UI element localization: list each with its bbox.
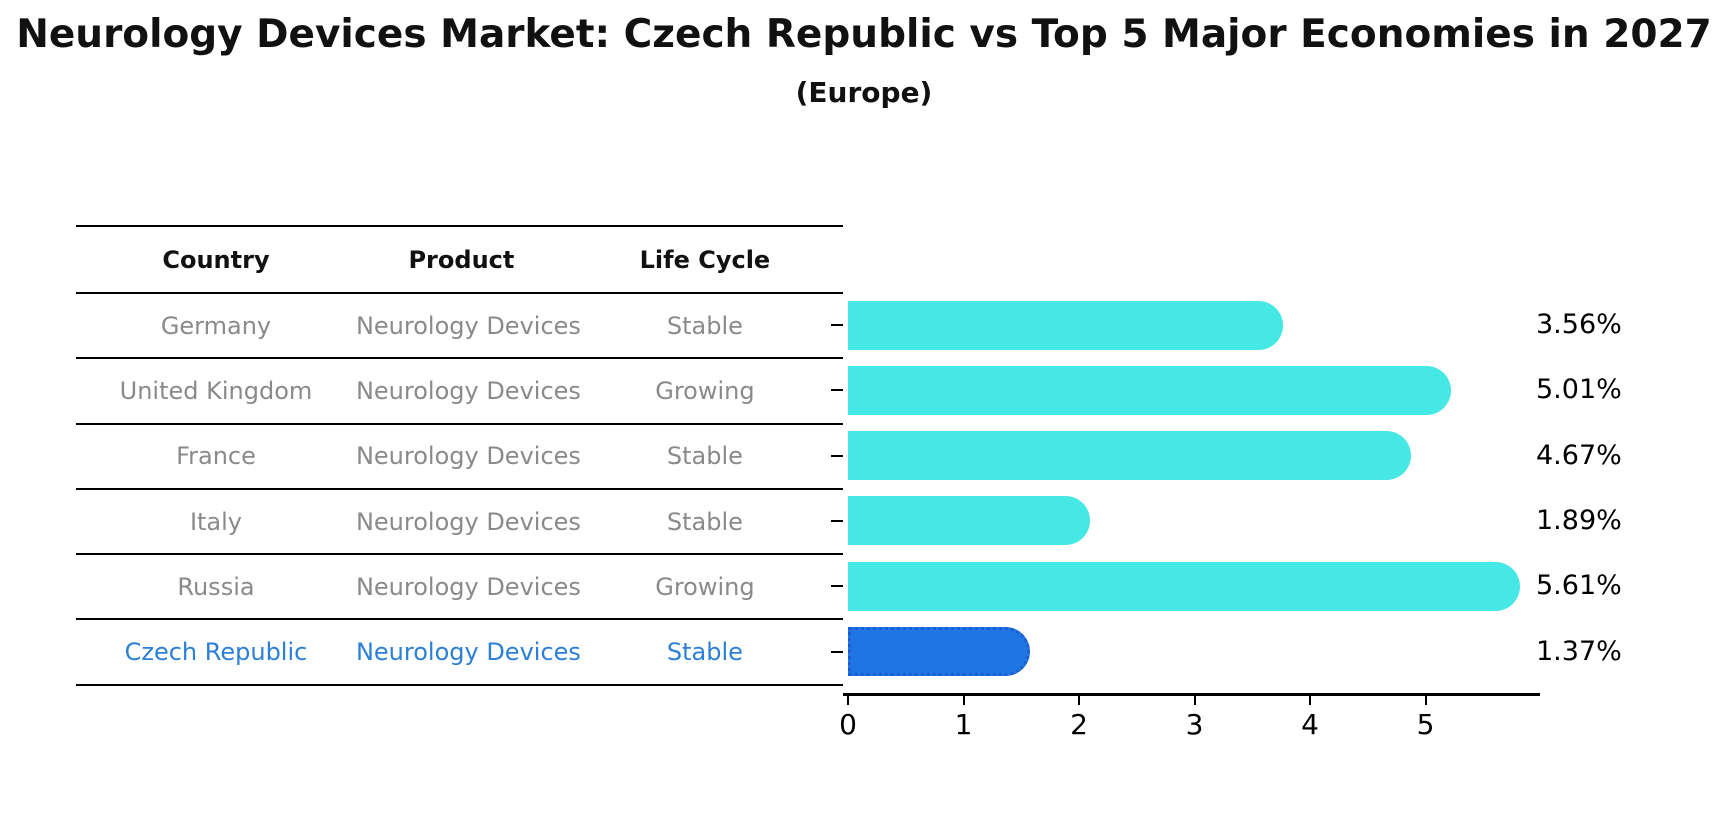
value-label-czech-republic: 1.37% xyxy=(1536,635,1622,667)
x-tick-mark xyxy=(847,695,849,705)
chart-title: Neurology Devices Market: Czech Republic… xyxy=(16,12,1712,57)
cell-life-cycle: Stable xyxy=(666,442,743,471)
header-product: Product xyxy=(408,245,515,274)
cell-country: Russia xyxy=(177,572,255,601)
cell-product: Neurology Devices xyxy=(355,311,581,340)
y-tick-mark xyxy=(831,585,843,588)
x-tick-label-3: 3 xyxy=(1185,708,1204,741)
value-label-russia: 5.61% xyxy=(1536,570,1622,602)
x-tick-mark xyxy=(1309,695,1311,705)
y-tick-mark xyxy=(831,389,843,392)
cell-life-cycle: Growing xyxy=(655,376,755,405)
header-life-cycle: Life Cycle xyxy=(639,245,771,274)
x-tick-mark xyxy=(962,695,965,705)
x-tick-label-5: 5 xyxy=(1416,708,1435,741)
table-row-czech-republic: Czech Republic Neurology Devices Stable xyxy=(76,620,843,686)
y-tick-mark xyxy=(831,324,843,326)
cell-product: Neurology Devices xyxy=(355,507,581,536)
cell-product: Neurology Devices xyxy=(355,572,581,601)
cell-country: Italy xyxy=(189,507,243,536)
x-tick-mark xyxy=(1193,695,1196,705)
y-tick-mark xyxy=(831,454,843,457)
cell-life-cycle: Stable xyxy=(666,311,743,340)
value-label-united-kingdom: 5.01% xyxy=(1536,374,1622,406)
table-row-germany: Germany Neurology Devices Stable xyxy=(76,294,843,360)
cell-product: Neurology Devices xyxy=(355,638,581,667)
table-header-row: Country Product Life Cycle xyxy=(76,227,843,294)
data-table: Country Product Life Cycle Germany Neurol… xyxy=(76,225,843,686)
bar-russia xyxy=(848,561,1520,611)
value-label-italy: 1.89% xyxy=(1536,504,1622,536)
table-row-italy: Italy Neurology Devices Stable xyxy=(76,490,843,556)
cell-country: Germany xyxy=(160,311,272,340)
chart-subtitle: (Europe) xyxy=(795,76,933,109)
bar-germany xyxy=(848,300,1284,350)
cell-life-cycle: Stable xyxy=(666,638,743,667)
cell-product: Neurology Devices xyxy=(355,376,581,405)
value-label-france: 4.67% xyxy=(1536,439,1622,471)
bar-italy xyxy=(848,496,1091,546)
y-tick-mark xyxy=(831,519,843,522)
table-body: Germany Neurology Devices Stable United Kin… xyxy=(76,294,843,686)
cell-country: Czech Republic xyxy=(124,638,308,667)
x-tick-label-4: 4 xyxy=(1301,708,1319,741)
x-tick-mark xyxy=(1078,695,1080,705)
table-row-russia: Russia Neurology Devices Growing xyxy=(76,555,843,621)
x-tick-label-0: 0 xyxy=(839,708,857,741)
x-tick-mark xyxy=(1424,695,1427,705)
header-country: Country xyxy=(162,245,270,274)
cell-country: United Kingdom xyxy=(119,376,313,405)
cell-country: France xyxy=(176,442,256,471)
bar-united-kingdom xyxy=(848,365,1451,415)
y-tick-mark xyxy=(831,650,843,653)
x-tick-label-2: 2 xyxy=(1070,708,1088,741)
x-axis-line xyxy=(843,693,1540,696)
bar-france xyxy=(848,431,1412,481)
value-label-germany: 3.56% xyxy=(1536,309,1622,340)
cell-product: Neurology Devices xyxy=(355,442,581,471)
table-row-united-kingdom: United Kingdom Neurology Devices Growing xyxy=(76,359,843,425)
x-tick-label-1: 1 xyxy=(954,708,973,741)
bar-highlighted-czech-republic xyxy=(848,627,1031,676)
table-row-france: France Neurology Devices Stable xyxy=(76,425,843,490)
cell-life-cycle: Growing xyxy=(655,572,755,601)
cell-life-cycle: Stable xyxy=(666,507,743,536)
